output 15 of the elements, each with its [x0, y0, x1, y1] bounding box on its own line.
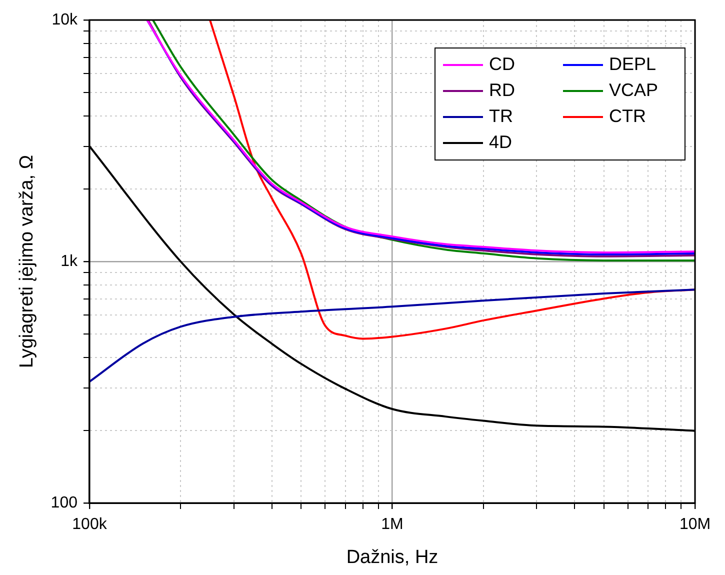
- x-tick-label: 100k: [72, 516, 108, 534]
- legend-label: CD: [489, 54, 515, 74]
- legend-label: 4D: [489, 132, 512, 152]
- y-tick-label: 100: [50, 494, 78, 512]
- x-axis-title: Dažnis, Hz: [346, 546, 438, 568]
- y-tick-label: 10k: [52, 11, 78, 28]
- legend-label: TR: [489, 106, 513, 126]
- y-tick-label: 1k: [60, 252, 78, 270]
- y-axis-title: Lygiagreti įėjimo varža, Ω: [16, 154, 38, 368]
- x-tick-label: 10M: [679, 516, 711, 534]
- legend-label: RD: [489, 80, 515, 100]
- legend-label: VCAP: [609, 80, 658, 100]
- legend-label: CTR: [609, 106, 646, 126]
- x-tick-label: 1M: [381, 516, 404, 534]
- legend-label: DEPL: [609, 54, 656, 74]
